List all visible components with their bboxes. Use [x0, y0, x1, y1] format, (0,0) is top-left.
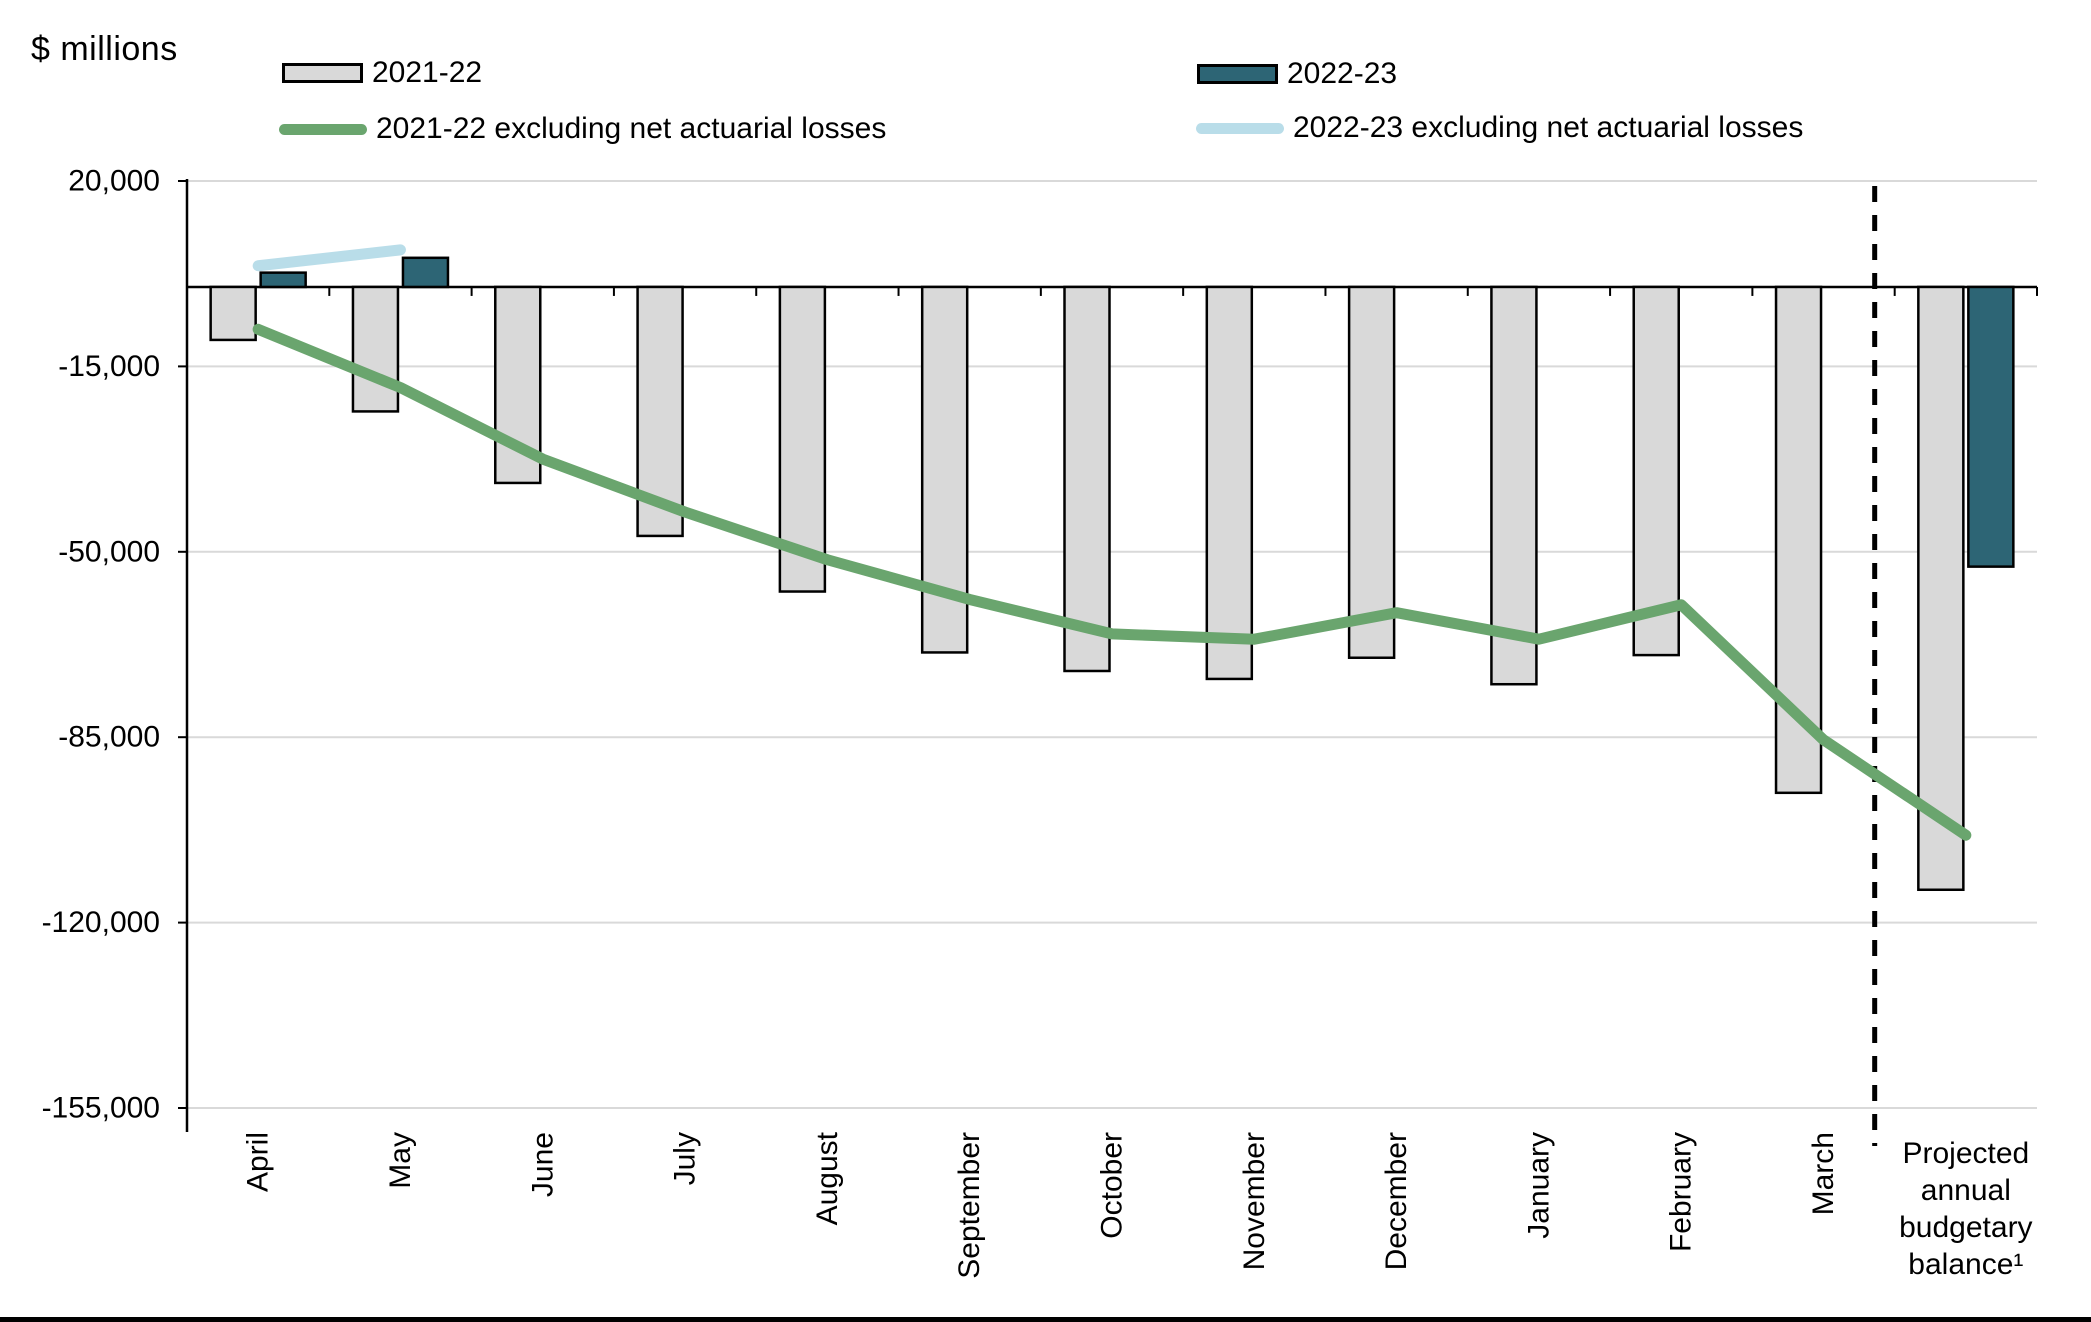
figure-bottom-border: [0, 1317, 2091, 1322]
legend-item-2021-22-excluding: 2021-22 excluding net actuarial losses: [279, 112, 886, 146]
legend-item-2022-23-excluding: 2022-23 excluding net actuarial losses: [1196, 111, 1803, 145]
bar-2021-22-april: [209, 285, 257, 342]
line-2022-23-excluding-net-actuarial-losses: [252, 244, 406, 272]
y-label--50000: -50,000: [58, 535, 160, 568]
x-label-october: October: [1096, 1132, 1129, 1239]
bar-2021-22-may: [351, 285, 400, 413]
x-label-projected-line-3: budgetary: [1899, 1211, 2032, 1244]
legend-label: 2022-23 excluding net actuarial losses: [1293, 111, 1804, 144]
bar-2022-23-may: [401, 256, 450, 289]
bar-2021-22-october: [1063, 285, 1111, 673]
x-label-september: September: [953, 1132, 986, 1279]
y-label--120000: -120,000: [42, 906, 160, 939]
x-label-july: July: [669, 1132, 702, 1185]
y-label--15000: -15,000: [58, 350, 160, 383]
legend-label: 2022-23: [1287, 57, 1398, 90]
legend-swatch-2022-23-bar: [1197, 64, 1278, 84]
x-label-march: March: [1807, 1132, 1840, 1215]
x-label-may: May: [384, 1132, 417, 1189]
bar-2021-22-january: [1490, 285, 1538, 686]
x-label-projected-line-4: balance¹: [1908, 1248, 2023, 1281]
x-label-august: August: [811, 1131, 844, 1225]
y-axis-title: $ millions: [31, 30, 178, 68]
legend-label: 2021-22: [372, 56, 483, 89]
legend-swatch-2021-22-bar: [282, 63, 363, 83]
x-label-projected-line-1: Projected: [1902, 1137, 2029, 1170]
line-2021-22-excluding-net-actuarial-losses: [252, 323, 1972, 841]
legend-swatch-2021-22-line: [279, 123, 367, 135]
bar-2022-23-april: [259, 271, 307, 289]
x-label-april: April: [242, 1132, 275, 1192]
x-label-projected-line-2: annual: [1921, 1174, 2011, 1207]
bar-2021-22-november: [1205, 285, 1254, 681]
bar-2021-22-february: [1632, 285, 1680, 657]
x-label-november: November: [1238, 1132, 1271, 1270]
x-label-june: June: [526, 1132, 559, 1197]
bar-2022-23-projected-annual-budgetary-balance: [1967, 285, 2015, 568]
legend-label: 2021-22 excluding net actuarial losses: [376, 112, 887, 145]
legend-item-2021-22: 2021-22: [282, 56, 482, 90]
bar-2021-22-december: [1347, 285, 1396, 659]
bar-2021-22-projected-annual-budgetary-balance: [1917, 285, 1965, 892]
x-label-february: February: [1665, 1132, 1698, 1252]
x-label-january: January: [1522, 1132, 1555, 1239]
y-label--85000: -85,000: [58, 721, 160, 754]
x-label-december: December: [1380, 1132, 1413, 1270]
legend-item-2022-23: 2022-23: [1197, 57, 1397, 91]
legend-swatch-2022-23-line: [1196, 122, 1284, 134]
y-label--155000: -155,000: [42, 1092, 160, 1125]
y-label-20000: 20,000: [68, 165, 160, 198]
